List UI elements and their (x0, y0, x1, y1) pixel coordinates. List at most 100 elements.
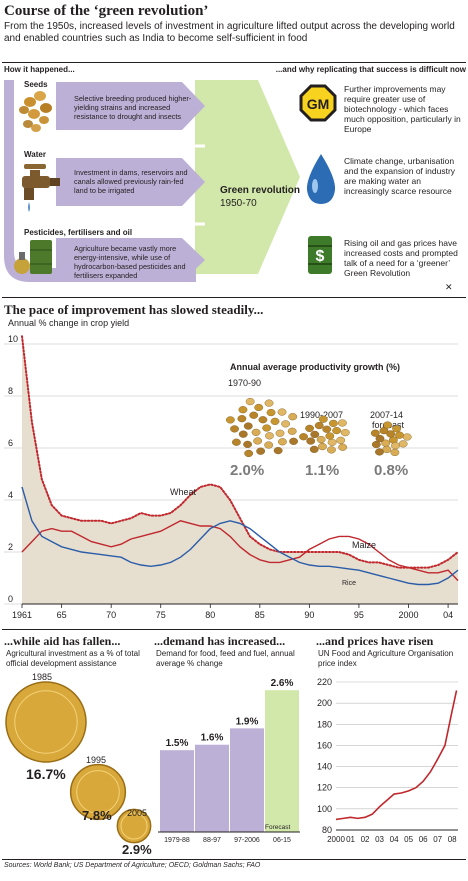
x-tick-label: 90 (304, 610, 314, 620)
seed-grain (266, 408, 276, 417)
series-label-rice: Rice (342, 580, 357, 587)
cause-label-pesticides: Pesticides, fertilisers and oil (24, 228, 133, 237)
water-tap-icon (22, 164, 60, 212)
x-tick-label: 95 (354, 610, 364, 620)
series-label-maize: Maize (352, 540, 377, 550)
sources-footer: Sources: World Bank; US Department of Ag… (4, 862, 261, 869)
seed-grain (370, 429, 380, 437)
oil-barrel-label: $ (316, 248, 325, 265)
inset-value-1970: 2.0% (230, 462, 265, 479)
seed-grain (318, 442, 327, 451)
seed-grain (237, 415, 247, 423)
bar-category-label: 97-2006 (234, 837, 260, 844)
coin-1985 (5, 681, 87, 763)
y-tick-label: 220 (317, 677, 332, 687)
inset-value-1990: 1.1% (305, 462, 340, 479)
bar-88-97 (195, 744, 229, 832)
aid-year-1985: 1985 (32, 672, 53, 682)
demand-title: ...demand has increased... (154, 634, 286, 648)
seeds-icon-medium (299, 415, 350, 454)
seed-grain (386, 430, 396, 438)
seed-grain (309, 445, 319, 453)
y-tick-label: 180 (317, 719, 332, 729)
seed-grain (281, 420, 290, 428)
seed-grain (371, 440, 381, 449)
y-tick-label: 6 (8, 438, 13, 448)
seed-grain (391, 442, 400, 450)
oil-barrel-icon (308, 236, 332, 274)
x-tick-label: 80 (205, 610, 215, 620)
coin-1995 (69, 763, 127, 821)
y-tick-label: 140 (317, 762, 332, 772)
green-revolution-diagram: GM $ ✕ (4, 80, 453, 292)
green-revolution-label: Green revolution (220, 185, 301, 196)
aid-title: ...while aid has fallen... (4, 634, 121, 648)
aid-subtitle: Agricultural investment as a % of total … (6, 649, 140, 668)
series-line-wheat (21, 335, 459, 569)
obstacle-text-water: Climate change, urbanisation and the exp… (344, 156, 456, 196)
page-title: Course of the ‘green revolution’ (4, 3, 209, 19)
x-tick-label: 04 (390, 835, 399, 844)
x-tick-label: 05 (404, 835, 413, 844)
seed-grain (288, 413, 298, 421)
seed-grain (270, 417, 280, 425)
seed-grain (264, 441, 274, 449)
yield-chart-subtitle: Annual % change in crop yield (8, 318, 130, 328)
yield-chart: 0 2 4 6 8 10 1961 65 70 75 80 85 90 95 2000 04 (4, 334, 459, 620)
aid-value-1995: 7.8% (82, 808, 112, 823)
x-tick-label: 2000 (327, 835, 345, 844)
demand-bar-chart: 1.5% 1979-88 1.6% 88-97 1.9% 97-2006 2.6% 06-15 (158, 678, 300, 844)
y-tick-label: 0 (8, 594, 13, 604)
coin-rim (120, 812, 148, 840)
seed-grain (318, 415, 328, 423)
y-tick-label: 100 (317, 804, 332, 814)
bar-value-label: 1.5% (166, 738, 189, 749)
bar-97-2006 (230, 728, 264, 832)
seed-grain (238, 406, 248, 414)
bar-category-label: 88-97 (203, 837, 221, 844)
seed-grain (322, 425, 332, 433)
forecast-label: Forecast (265, 824, 291, 831)
y-tick-label: 10 (8, 334, 18, 344)
bar-1979-88 (160, 750, 194, 832)
seed-grain (243, 440, 252, 448)
seed-grain (225, 416, 235, 424)
y-tick-label: 2 (8, 542, 13, 552)
seed-grain (316, 435, 326, 444)
series-label-wheat: Wheat (170, 487, 197, 497)
seed-grain (251, 428, 261, 436)
x-tick-label: 70 (106, 610, 116, 620)
seed-grain (262, 424, 272, 432)
seed-grain (256, 447, 266, 455)
y-tick-label: 80 (322, 825, 332, 835)
seed-grain (254, 403, 264, 412)
coin-2005 (116, 808, 152, 844)
series-line-maize (21, 520, 459, 582)
seed-grain (238, 430, 248, 438)
deck-text: From the 1950s, increased levels of inve… (4, 21, 455, 44)
why-difficult-heading: ...and why replicating that success is d… (275, 65, 466, 74)
x-tick-label: 65 (57, 610, 67, 620)
bar-value-label: 2.6% (271, 678, 294, 689)
seed-grain (299, 433, 308, 441)
seed-grain (278, 438, 287, 446)
cause-text-seeds: Selective breeding produced higher-yield… (74, 94, 192, 121)
y-tick-label: 120 (317, 783, 332, 793)
inset-value-2007: 0.8% (374, 462, 409, 479)
seed-grain (375, 448, 384, 456)
demand-subtitle: Demand for food, feed and fuel, annual a… (156, 649, 295, 668)
bar-06-15 (265, 690, 299, 832)
aid-year-1995: 1995 (86, 755, 107, 765)
seed-grain (275, 429, 285, 437)
x-tick-label: 01 (346, 835, 355, 844)
green-revolution-years: 1950-70 (220, 198, 257, 209)
y-tick-label: 4 (8, 490, 13, 500)
aid-value-1985: 16.7% (26, 766, 66, 782)
seed-grain (327, 438, 337, 446)
obstacle-text-gm: Further improvements may require greater… (344, 84, 461, 134)
inset-seed-icons (225, 397, 412, 458)
seed-grain (338, 443, 348, 451)
seeds-icon-large (225, 397, 298, 458)
seed-grain (249, 411, 259, 419)
cause-label-seeds: Seeds (24, 80, 48, 89)
